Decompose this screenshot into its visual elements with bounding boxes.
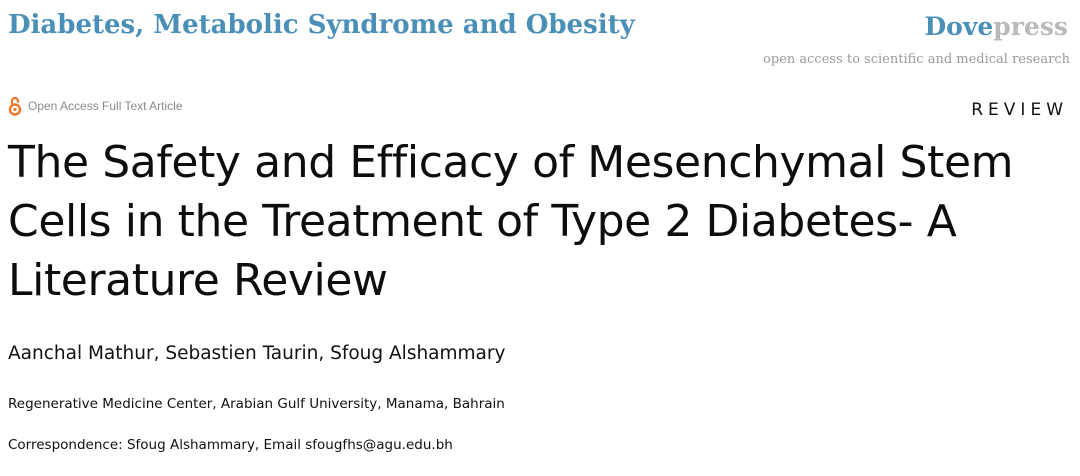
affiliation: Regenerative Medicine Center, Arabian Gu… (8, 396, 505, 412)
publisher-logo: Dovepress (924, 12, 1068, 41)
open-access-lock-icon (8, 96, 22, 116)
publisher-logo-dove: Dove (924, 12, 994, 41)
publisher-tagline: open access to scientific and medical re… (763, 52, 1070, 67)
article-title: The Safety and Efficacy of Mesenchymal S… (8, 137, 1014, 306)
correspondence: Correspondence: Sfoug Alshammary, Email … (8, 437, 453, 453)
open-access-label: Open Access Full Text Article (28, 99, 183, 113)
publisher-logo-press: press (993, 12, 1068, 41)
journal-title: Diabetes, Metabolic Syndrome and Obesity (8, 10, 635, 40)
open-access-row: Open Access Full Text Article (8, 96, 183, 116)
article-type-label: REVIEW (971, 100, 1068, 120)
author-list: Aanchal Mathur, Sebastien Taurin, Sfoug … (8, 343, 506, 364)
